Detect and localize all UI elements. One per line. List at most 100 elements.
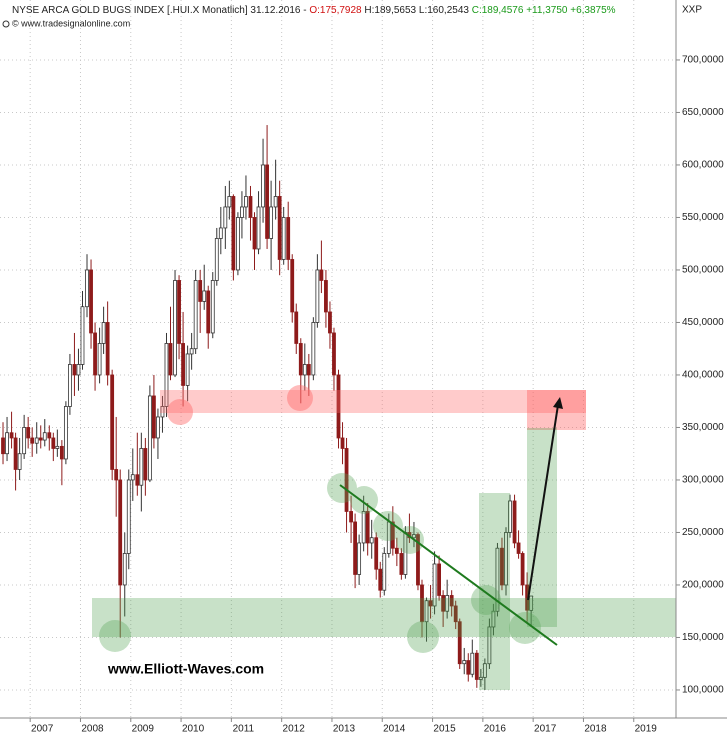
annotations: www.Elliott-Waves.com [92, 385, 676, 690]
candle-body [17, 453, 22, 470]
candle-body [240, 206, 244, 218]
candle-body [30, 437, 35, 444]
circle [407, 621, 439, 653]
y-tick-label: 600,0000 [682, 160, 724, 171]
circle [167, 399, 193, 425]
candle-body [130, 474, 135, 481]
candle-body [118, 479, 123, 586]
candle-body [390, 521, 395, 549]
candle-body [1, 437, 5, 455]
candle-body [344, 448, 349, 512]
candle-body [173, 280, 177, 376]
candle-body [286, 217, 291, 260]
watermark: www.Elliott-Waves.com [107, 661, 264, 677]
candle-body [156, 416, 160, 439]
candle-body [357, 542, 362, 575]
candle-body [193, 280, 198, 350]
candle-body [160, 406, 165, 418]
circle [509, 612, 541, 644]
candle-body [445, 595, 450, 612]
candle-body [51, 437, 56, 449]
candle-body [336, 374, 341, 439]
candle-body [290, 259, 295, 313]
candle-body [198, 280, 203, 302]
support-circles [99, 473, 541, 653]
candle-body [114, 469, 119, 481]
candle-body [189, 348, 194, 355]
circle [99, 620, 131, 652]
axes: 100,0000 150,0000 200,0000 250,0000 300,0000… [29, 55, 724, 735]
candle-body [97, 343, 102, 376]
x-tick-label: 2013 [333, 724, 356, 735]
circle [471, 585, 501, 615]
candle-body [500, 547, 504, 586]
candles [1, 125, 534, 690]
candle-body [529, 595, 534, 611]
x-tick-label: 2018 [584, 724, 607, 735]
candle-body [294, 311, 299, 344]
y-tick-label: 200,0000 [682, 580, 724, 591]
candle-body [369, 537, 374, 544]
candle-body [206, 290, 211, 334]
candle-body [277, 196, 282, 260]
candle-body [319, 269, 324, 281]
candle-body [474, 652, 479, 680]
candle-body [105, 322, 110, 376]
candle-body [236, 217, 240, 271]
candle-body [13, 437, 18, 470]
x-tick-label: 2017 [534, 724, 557, 735]
candle-body [273, 196, 278, 208]
candle-body [248, 196, 253, 218]
candle-body [482, 663, 487, 678]
candle-body [143, 448, 148, 481]
support-band [92, 598, 676, 637]
candle-body [80, 306, 85, 365]
header-header_low: L:160,2543 [419, 5, 472, 16]
y-tick-label: 150,0000 [682, 632, 724, 643]
candle-body [428, 600, 433, 607]
candle-body [394, 547, 399, 554]
candle-body [361, 511, 366, 544]
y-tick-label: 100,0000 [682, 685, 724, 696]
candle-body [424, 600, 429, 623]
candle-body [26, 427, 31, 439]
candle-body [231, 196, 236, 271]
candle-body [185, 353, 190, 386]
y-tick-label: 400,0000 [682, 370, 724, 381]
candle-body [399, 553, 404, 575]
symbol: XXP [682, 5, 702, 16]
candle-body [244, 196, 248, 208]
candle-body [457, 621, 462, 665]
x-tick-label: 2012 [283, 724, 306, 735]
header-title: NYSE ARCA GOLD BUGS INDEX [.HUI.X Monatl… [12, 5, 309, 16]
candle-body [47, 432, 52, 439]
candle-body [5, 432, 9, 455]
header: NYSE ARCA GOLD BUGS INDEX [.HUI.X Monatl… [12, 5, 616, 16]
candle-body [332, 332, 336, 376]
candle-body [281, 217, 286, 260]
candle-body [168, 343, 173, 376]
x-tick-label: 2016 [484, 724, 507, 735]
candle-body [252, 217, 257, 250]
x-tick-label: 2008 [81, 724, 104, 735]
candle-body [202, 290, 207, 302]
candle-body [365, 511, 370, 544]
candle-body [311, 322, 316, 376]
candle-body [147, 395, 152, 481]
candle-body [298, 343, 303, 376]
circle [327, 473, 357, 503]
candle-body [218, 227, 223, 239]
candle-body [382, 553, 387, 591]
x-tick-label: 2010 [182, 724, 205, 735]
candle-body [516, 542, 521, 554]
candle-body [227, 196, 232, 208]
candle-body [261, 164, 265, 208]
candle-body [42, 432, 47, 441]
candle-body [122, 553, 127, 586]
source: © www.tradesignalonline.com [12, 18, 130, 28]
header-header_open: O:175,7928 [309, 5, 364, 16]
header-header_close: C:189,4576 +11,3750 +6,3875% [472, 5, 616, 16]
candle-body [420, 584, 424, 623]
candle-body [152, 395, 156, 439]
